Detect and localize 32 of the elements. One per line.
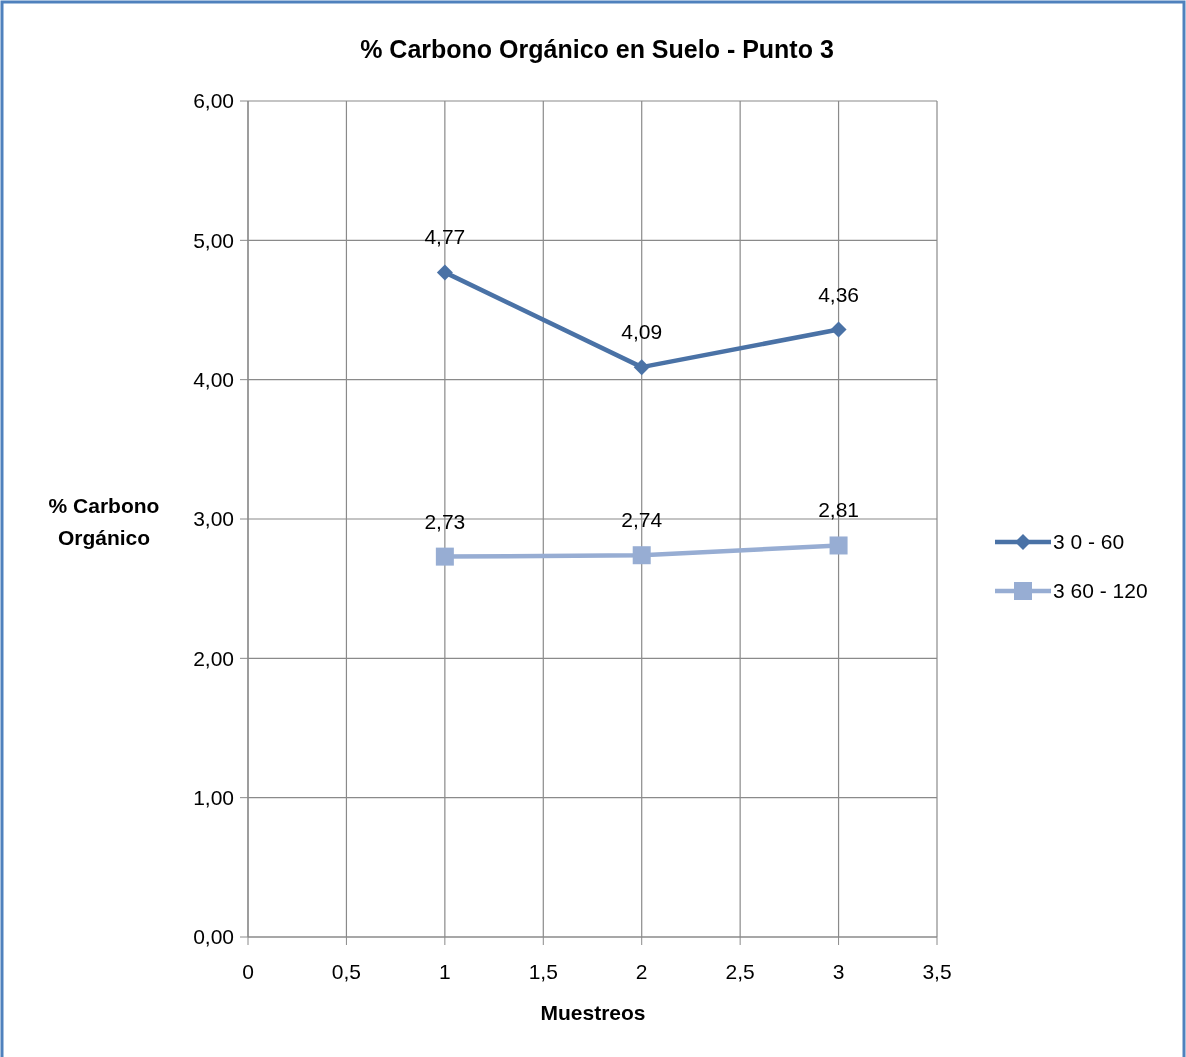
data-label: 4,36 [818,282,860,306]
point [633,359,650,376]
x-tick-label: 3,5 [922,960,952,983]
y-tick-label: 1,00 [193,786,234,810]
x-axis-title: Muestreos [540,1001,646,1024]
x-tick-label: 1,5 [528,960,558,983]
legend-label: 3 60 - 120 [1053,579,1148,603]
x-tick-label: 2 [635,960,648,983]
y-axis-title: % Carbono Orgánico [48,494,160,549]
point [435,547,454,566]
x-tick-label: 0 [242,960,254,983]
data-label: 2,81 [818,498,860,522]
y-tick-label: 6,00 [193,89,234,113]
x-tick-label: 1 [439,960,451,983]
data-label: 4,77 [424,225,466,249]
legend-label: 3 0 - 60 [1053,530,1125,554]
point [436,264,453,281]
y-tick-label: 4,00 [193,368,234,392]
y-tick-label: 3,00 [193,507,234,531]
x-tick-label: 3 [832,960,845,983]
y-tick-label: 2,00 [193,646,234,670]
y-tick-label: 5,00 [193,228,234,252]
x-tick-label: 0,5 [331,960,362,983]
y-tick-label: 0,00 [193,925,234,949]
point [829,536,848,555]
data-label: 4,09 [621,320,663,344]
data-label: 2,74 [621,508,663,532]
point [632,546,651,565]
chart-title: % Carbono Orgánico en Suelo - Punto 3 [360,35,834,63]
x-tick-label: 2,5 [725,960,755,983]
point [830,321,847,338]
data-label: 2,73 [424,509,466,533]
